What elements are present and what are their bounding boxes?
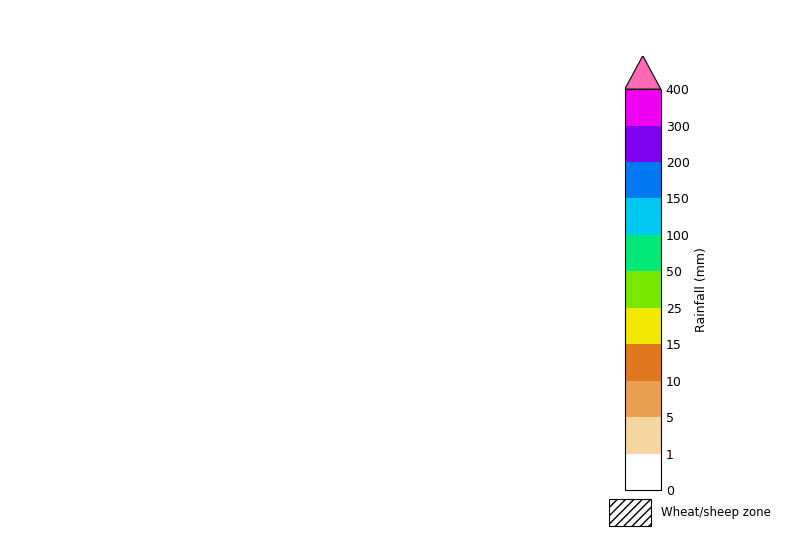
Bar (609, 499, 651, 526)
Y-axis label: Rainfall (mm): Rainfall (mm) (695, 247, 708, 332)
Polygon shape (625, 56, 661, 89)
Text: Wheat/sheep zone: Wheat/sheep zone (661, 506, 771, 519)
